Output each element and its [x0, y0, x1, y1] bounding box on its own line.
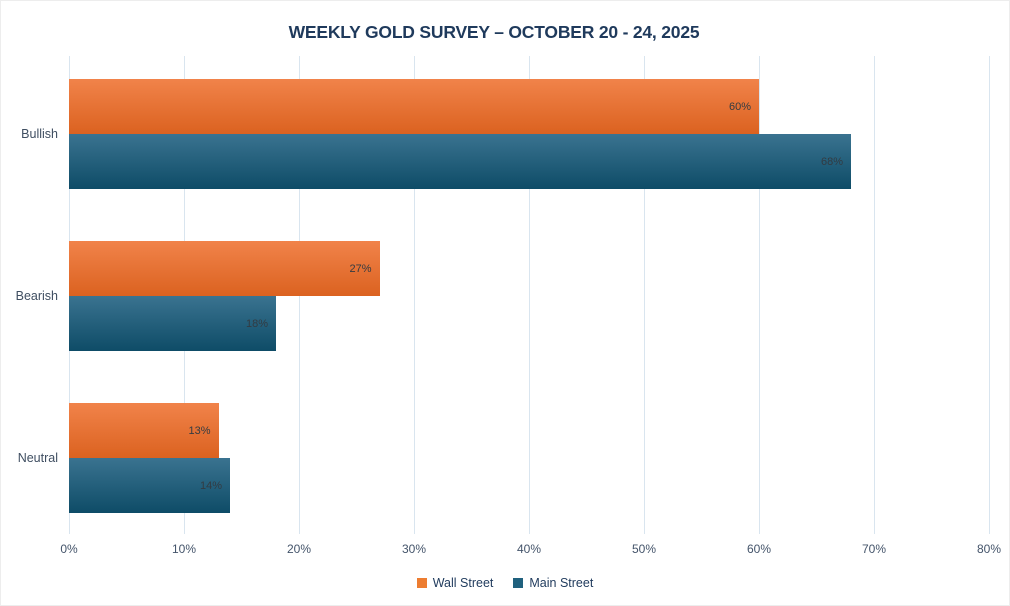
- plot-area: Bullish 60% 68% Bearish 27% 18% Neutral 13% 14%: [16, 56, 990, 534]
- x-tick-label-40-: 40%: [516, 542, 542, 556]
- x-tick-label-60-: 60%: [746, 542, 772, 556]
- legend-item-main-street: Main Street: [513, 576, 593, 590]
- x-tick-label-0-: 0%: [60, 542, 78, 556]
- gridline-40-: [529, 56, 530, 534]
- category-label-bearish: Bearish: [15, 289, 58, 303]
- gridline-70-: [874, 56, 875, 534]
- x-tick-label-30-: 30%: [401, 542, 427, 556]
- legend-label-main-street: Main Street: [529, 576, 594, 590]
- bar-main-street-bearish: 18%: [69, 296, 276, 351]
- category-group-bullish: Bullish 60% 68%: [21, 79, 989, 189]
- legend-label-wall-street: Wall Street: [432, 576, 494, 590]
- data-label-main-street-bullish: 68%: [820, 155, 843, 168]
- legend-swatch-main-street: [513, 578, 524, 588]
- bar-main-street-neutral: 14%: [69, 458, 230, 513]
- data-label-wall-street-bearish: 27%: [349, 262, 372, 275]
- data-label-wall-street-neutral: 13%: [188, 424, 211, 437]
- data-label-wall-street-bullish: 60%: [728, 100, 751, 113]
- bar-wall-street-neutral: 13%: [69, 403, 219, 458]
- bar-wall-street-bullish: 60%: [69, 79, 759, 134]
- data-label-main-street-bearish: 18%: [245, 317, 268, 330]
- x-tick-label-50-: 50%: [631, 542, 657, 556]
- gridline-50-: [644, 56, 645, 534]
- legend-item-wall-street: Wall Street: [416, 576, 494, 590]
- chart-title: WEEKLY GOLD SURVEY – OCTOBER 20 - 24, 20…: [288, 22, 700, 42]
- legend-swatch-wall-street: [416, 578, 427, 588]
- gridline-30-: [414, 56, 415, 534]
- x-tick-label-20-: 20%: [286, 542, 312, 556]
- x-tick-label-70-: 70%: [861, 542, 887, 556]
- data-label-main-street-neutral: 14%: [199, 479, 222, 492]
- legend: Wall Street Main Street: [1, 576, 1009, 590]
- category-label-bullish: Bullish: [21, 127, 58, 141]
- bar-wall-street-bearish: 27%: [69, 241, 380, 296]
- gridline-60-: [759, 56, 760, 534]
- gridline-80-: [989, 56, 990, 534]
- category-label-neutral: Neutral: [17, 451, 58, 465]
- x-tick-label-10-: 10%: [171, 542, 197, 556]
- x-axis: 0% 10% 20% 30% 40% 50% 60% 70% 80%: [60, 542, 1001, 558]
- bar-main-street-bullish: 68%: [69, 134, 851, 189]
- x-tick-label-80-: 80%: [976, 542, 1002, 556]
- bar-rows: Bullish 60% 68% Bearish 27% 18% Neutral 13% 14%: [16, 79, 989, 513]
- category-group-bearish: Bearish 27% 18%: [16, 241, 989, 351]
- category-group-neutral: Neutral 13% 14%: [18, 403, 989, 513]
